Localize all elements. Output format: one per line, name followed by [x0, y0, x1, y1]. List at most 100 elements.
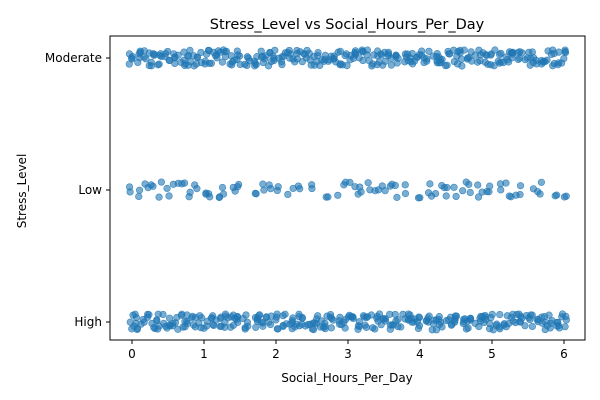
data-point-high [466, 314, 474, 323]
data-point-high [515, 317, 524, 326]
data-point-high [464, 324, 472, 332]
data-point-moderate [251, 59, 259, 67]
data-point-high [272, 313, 281, 321]
data-point-low [401, 190, 410, 198]
x-tick-label: 1 [200, 347, 208, 361]
data-point-low [185, 193, 193, 201]
data-point-moderate [227, 52, 235, 60]
data-point-low [125, 183, 134, 191]
data-point-low [502, 179, 510, 187]
data-point-high [371, 325, 379, 333]
data-point-low [357, 188, 365, 196]
data-point-low [497, 186, 505, 194]
data-point-low [252, 190, 260, 198]
data-point-moderate [496, 51, 504, 59]
data-point-moderate [184, 61, 192, 69]
data-point-high [521, 322, 529, 330]
data-point-moderate [321, 51, 329, 59]
data-point-moderate [218, 58, 227, 66]
data-point-high [429, 320, 438, 328]
data-point-moderate [471, 51, 479, 59]
data-point-low [260, 186, 268, 194]
data-point-high [407, 314, 415, 322]
data-point-high [478, 312, 487, 321]
y-tick-label: Moderate [45, 51, 102, 65]
data-point-high [538, 313, 546, 321]
data-point-low [416, 194, 424, 202]
data-point-low [141, 180, 149, 188]
data-point-high [221, 310, 230, 318]
data-point-moderate [286, 54, 294, 62]
plot-frame [109, 35, 586, 341]
data-point-moderate [150, 51, 158, 59]
data-point-moderate [170, 50, 178, 58]
data-point-low [234, 183, 242, 191]
data-point-high [255, 311, 264, 319]
data-point-low [219, 190, 228, 198]
data-point-moderate [236, 52, 244, 60]
data-point-moderate [528, 48, 536, 56]
data-point-low [206, 193, 214, 201]
data-point-moderate [384, 48, 393, 56]
data-point-high [391, 310, 399, 319]
data-point-moderate [468, 57, 476, 65]
data-point-low [135, 186, 144, 194]
data-point-high [341, 324, 349, 332]
data-point-low [364, 179, 372, 187]
data-point-moderate [555, 48, 563, 56]
data-point-low [371, 187, 379, 195]
data-point-moderate [171, 59, 179, 68]
data-point-high [244, 322, 252, 330]
data-point-low [459, 187, 467, 195]
data-point-moderate [278, 53, 286, 61]
data-point-low [334, 191, 342, 199]
data-point-low [431, 189, 440, 198]
data-point-low [218, 183, 227, 192]
data-point-high [321, 325, 329, 333]
data-point-moderate [226, 60, 234, 68]
data-point-moderate [458, 62, 466, 70]
data-point-high [528, 322, 536, 331]
data-point-low [273, 186, 281, 195]
data-point-high [203, 322, 211, 330]
data-point-low [452, 192, 460, 201]
data-point-low [155, 193, 163, 201]
x-tick-label: 3 [344, 347, 352, 361]
data-point-low [157, 178, 165, 186]
points-layer [125, 46, 571, 334]
data-point-moderate [435, 53, 443, 61]
data-point-moderate [278, 60, 286, 69]
y-axis-label: Stress_Level [15, 154, 29, 229]
data-point-low [553, 191, 561, 199]
data-point-moderate [307, 61, 315, 69]
data-point-high [362, 313, 371, 322]
data-point-high [475, 322, 483, 331]
data-point-high [198, 314, 206, 322]
data-point-high [435, 313, 443, 321]
data-point-moderate [128, 52, 137, 61]
data-point-low [562, 192, 570, 200]
data-point-low [391, 181, 399, 189]
data-point-high [507, 313, 515, 321]
data-point-high [289, 314, 297, 322]
data-point-high [451, 316, 459, 324]
data-point-moderate [381, 57, 389, 65]
data-point-high [327, 310, 335, 319]
data-point-low [466, 188, 474, 197]
data-point-low [393, 193, 401, 201]
data-point-low [536, 190, 544, 198]
data-point-moderate [423, 57, 431, 65]
data-point-high [496, 310, 504, 319]
data-point-high [281, 310, 289, 318]
x-tick-label: 4 [416, 347, 424, 361]
data-point-high [438, 323, 446, 331]
data-point-moderate [343, 62, 351, 70]
data-point-moderate [474, 58, 482, 66]
data-point-low [265, 181, 273, 189]
data-point-moderate [155, 60, 163, 68]
data-point-low [378, 182, 386, 190]
data-point-high [515, 310, 523, 318]
data-point-high [306, 320, 314, 328]
data-point-low [474, 181, 482, 189]
data-point-high [143, 313, 152, 321]
